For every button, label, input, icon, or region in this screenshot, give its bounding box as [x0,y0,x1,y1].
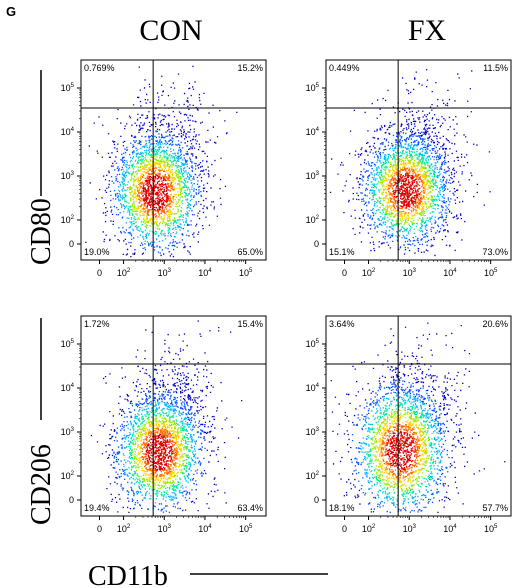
y-tick-label: 103 [306,427,320,437]
y-axis-ticks: 0 102 103 104 105 [306,339,326,505]
quadrant-upper-left-percent: 3.64% [329,319,355,329]
y-tick-label: 105 [61,83,75,93]
x-tick-label: 102 [117,268,131,278]
event-density-points [85,65,238,258]
y-tick-label: 104 [61,127,75,137]
x-tick-label: 103 [158,268,172,278]
x-tick-label: 103 [158,524,172,534]
column-title-fx: FX [408,14,447,47]
quadrant-upper-right-percent: 20.6% [482,319,508,329]
y-tick-label: 102 [61,471,75,481]
quadrant-lower-left-percent: 19.0% [84,247,110,257]
panel-cd80-fx: 0.449% 11.5% 15.1% 73.0% 0 102 103 104 105 0 102 10… [306,59,512,278]
quadrant-lower-left-percent: 15.1% [329,247,355,257]
event-density-points [330,322,506,514]
x-axis-ticks: 0 102 103 104 105 [342,260,498,278]
density-level-7 [142,174,170,212]
quadrant-lower-left-percent: 18.1% [329,503,355,513]
y-tick-label: 0 [314,239,319,249]
y-tick-label: 105 [306,83,320,93]
quadrant-upper-left-percent: 1.72% [84,319,110,329]
quadrant-upper-left-percent: 0.449% [329,63,360,73]
y-tick-label: 103 [61,171,75,181]
y-axis-ticks: 0 102 103 104 105 [61,339,81,505]
x-tick-label: 0 [97,268,102,278]
x-tick-label: 105 [239,268,253,278]
x-axis-ticks: 0 102 103 104 105 [97,260,253,278]
x-tick-label: 104 [443,268,457,278]
plot-frame [325,59,512,261]
x-axis-ticks: 0 102 103 104 105 [342,516,498,534]
y-axis-ticks: 0 102 103 104 105 [306,83,326,249]
y-tick-label: 104 [306,383,320,393]
y-tick-label: 0 [314,495,319,505]
event-density-points [329,69,491,257]
y-tick-label: 0 [69,239,74,249]
quadrant-upper-right-percent: 11.5% [483,63,508,73]
x-tick-label: 0 [97,524,102,534]
panel-cd80-con: 0.769% 15.2% 19.0% 65.0% 0 102 103 104 105 0 102 10… [61,59,267,278]
y-tick-label: 103 [306,171,320,181]
y-tick-label: 102 [61,215,75,225]
panel-cd206-fx: 3.64% 20.6% 18.1% 57.7% 0 102 103 104 105 0 102 103… [306,315,512,534]
x-tick-label: 105 [484,268,498,278]
x-tick-label: 102 [117,524,131,534]
density-level-7 [385,430,416,472]
density-level-0 [330,322,506,514]
density-level-0 [85,65,238,258]
quadrant-lower-right-percent: 57.7% [482,503,508,513]
panel-letter: G [6,4,16,19]
y-tick-label: 105 [306,339,320,349]
quadrant-lower-left-percent: 19.4% [84,503,110,513]
row-label-cd206-group: CD206 [26,318,57,525]
x-tick-label: 104 [443,524,457,534]
density-level-7 [145,434,174,472]
x-tick-label: 0 [342,268,347,278]
quadrant-lower-right-percent: 65.0% [237,247,263,257]
x-axis-label-cd11b: CD11b [88,561,168,588]
quadrant-upper-right-percent: 15.2% [237,63,263,73]
x-axis-ticks: 0 102 103 104 105 [97,516,253,534]
row-label-cd80-group: CD80 [26,70,57,265]
y-tick-label: 104 [61,383,75,393]
y-tick-label: 104 [306,127,320,137]
x-label-group: CD11b [88,561,328,588]
quadrant-lower-right-percent: 73.0% [482,247,508,257]
density-level-6 [140,427,179,478]
event-density-points [90,320,243,513]
y-tick-label: 0 [69,495,74,505]
quadrant-lower-right-percent: 63.4% [237,503,263,513]
y-tick-label: 102 [306,471,320,481]
x-tick-label: 104 [198,524,212,534]
panel-cd206-con: 1.72% 15.4% 19.4% 63.4% 0 102 103 104 105 0 102 103… [61,315,267,534]
x-tick-label: 104 [198,268,212,278]
plot-frame [325,315,512,517]
x-tick-label: 105 [484,524,498,534]
row-label-cd80: CD80 [26,198,57,265]
y-tick-label: 105 [61,339,75,349]
row-label-cd206: CD206 [26,444,57,525]
quadrant-upper-right-percent: 15.4% [237,319,263,329]
y-tick-label: 102 [306,215,320,225]
plot-panels: 0.769% 15.2% 19.0% 65.0% 0 102 103 104 105 0 102 10… [61,59,512,534]
y-tick-label: 103 [61,427,75,437]
x-tick-label: 0 [342,524,347,534]
density-level-0 [90,320,243,513]
column-title-con: CON [139,14,202,47]
x-tick-label: 105 [239,524,253,534]
x-tick-label: 103 [403,524,417,534]
y-axis-ticks: 0 102 103 104 105 [61,83,81,249]
density-level-7 [392,173,420,209]
quadrant-upper-left-percent: 0.769% [84,63,115,73]
x-tick-label: 102 [362,524,376,534]
x-tick-label: 103 [403,268,417,278]
x-tick-label: 102 [362,268,376,278]
